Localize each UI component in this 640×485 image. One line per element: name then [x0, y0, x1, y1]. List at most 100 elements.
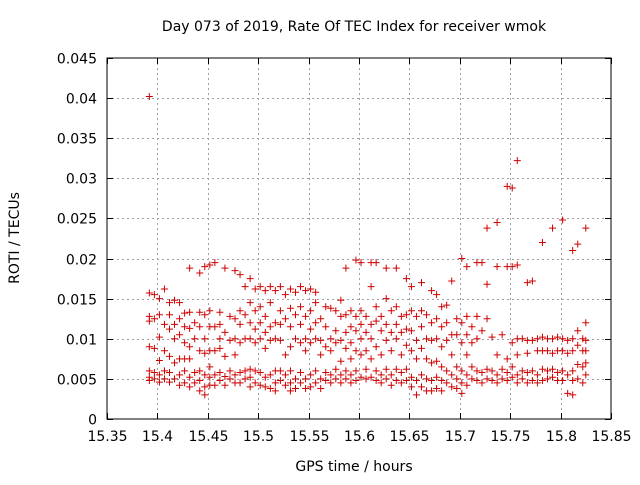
data-points — [145, 93, 590, 399]
data-point — [533, 335, 541, 343]
data-point — [387, 371, 395, 379]
data-point — [397, 312, 405, 320]
data-point — [297, 303, 305, 311]
data-point — [211, 347, 219, 355]
data-point — [407, 283, 415, 291]
data-point — [549, 365, 557, 373]
data-point — [387, 347, 395, 355]
data-point — [503, 376, 511, 384]
data-point — [171, 375, 179, 383]
data-point — [160, 367, 168, 375]
data-point — [281, 381, 289, 389]
data-point — [433, 335, 441, 343]
data-point — [241, 367, 249, 375]
data-point — [176, 371, 184, 379]
data-point — [543, 375, 551, 383]
data-point — [433, 357, 441, 365]
data-point — [468, 375, 476, 383]
data-point — [307, 307, 315, 315]
data-point — [145, 93, 153, 101]
data-point — [372, 303, 380, 311]
data-point — [332, 327, 340, 335]
data-point — [171, 320, 179, 328]
data-point — [291, 288, 299, 296]
chart-title: Day 073 of 2019, Rate Of TEC Index for r… — [162, 19, 547, 35]
data-point — [155, 311, 163, 319]
data-point — [307, 371, 315, 379]
data-point — [382, 365, 390, 373]
data-point — [412, 312, 420, 320]
data-point — [246, 299, 254, 307]
grid — [107, 58, 611, 419]
data-point — [417, 323, 425, 331]
data-point — [387, 328, 395, 336]
data-point — [478, 259, 486, 267]
data-point — [508, 339, 516, 347]
data-point — [226, 375, 234, 383]
data-point — [423, 355, 431, 363]
y-tick-label: 0.03 — [66, 172, 97, 188]
data-point — [549, 224, 557, 232]
data-point — [297, 368, 305, 376]
data-point — [428, 387, 436, 395]
data-point — [559, 335, 567, 343]
data-point — [302, 375, 310, 383]
data-point — [453, 331, 461, 339]
x-tick-label: 15.85 — [591, 429, 631, 445]
data-point — [302, 287, 310, 295]
y-tick-label: 0.035 — [57, 132, 97, 148]
data-point — [342, 311, 350, 319]
data-point — [402, 365, 410, 373]
data-point — [458, 379, 466, 387]
data-point — [191, 368, 199, 376]
data-point — [397, 379, 405, 387]
data-point — [357, 351, 365, 359]
data-point — [579, 379, 587, 387]
data-point — [312, 367, 320, 375]
data-point — [549, 373, 557, 381]
data-point — [291, 335, 299, 343]
data-point — [513, 157, 521, 165]
data-point — [543, 347, 551, 355]
data-point — [231, 371, 239, 379]
data-point — [165, 352, 173, 360]
data-point — [191, 335, 199, 343]
data-point — [428, 359, 436, 367]
data-point — [538, 333, 546, 341]
data-point — [392, 303, 400, 311]
data-point — [291, 375, 299, 383]
data-point — [458, 339, 466, 347]
data-point — [342, 367, 350, 375]
data-point — [352, 312, 360, 320]
data-point — [352, 256, 360, 264]
data-point — [392, 335, 400, 343]
data-point — [564, 371, 572, 379]
data-point — [312, 299, 320, 307]
data-point — [468, 339, 476, 347]
data-point — [236, 320, 244, 328]
data-point — [488, 367, 496, 375]
data-point — [186, 373, 194, 381]
data-point — [216, 376, 224, 384]
data-point — [266, 385, 274, 393]
data-point — [145, 289, 153, 297]
data-point — [352, 367, 360, 375]
data-point — [276, 367, 284, 375]
data-point — [302, 335, 310, 343]
data-point — [367, 335, 375, 343]
data-point — [402, 275, 410, 283]
data-point — [554, 333, 562, 341]
data-point — [569, 335, 577, 343]
data-point — [448, 351, 456, 359]
data-point — [478, 327, 486, 335]
data-point — [508, 184, 516, 192]
data-point — [281, 371, 289, 379]
data-point — [317, 385, 325, 393]
data-point — [483, 280, 491, 288]
data-point — [448, 383, 456, 391]
data-point — [493, 379, 501, 387]
data-point — [569, 247, 577, 255]
data-point — [503, 368, 511, 376]
data-point — [438, 387, 446, 395]
data-point — [155, 371, 163, 379]
